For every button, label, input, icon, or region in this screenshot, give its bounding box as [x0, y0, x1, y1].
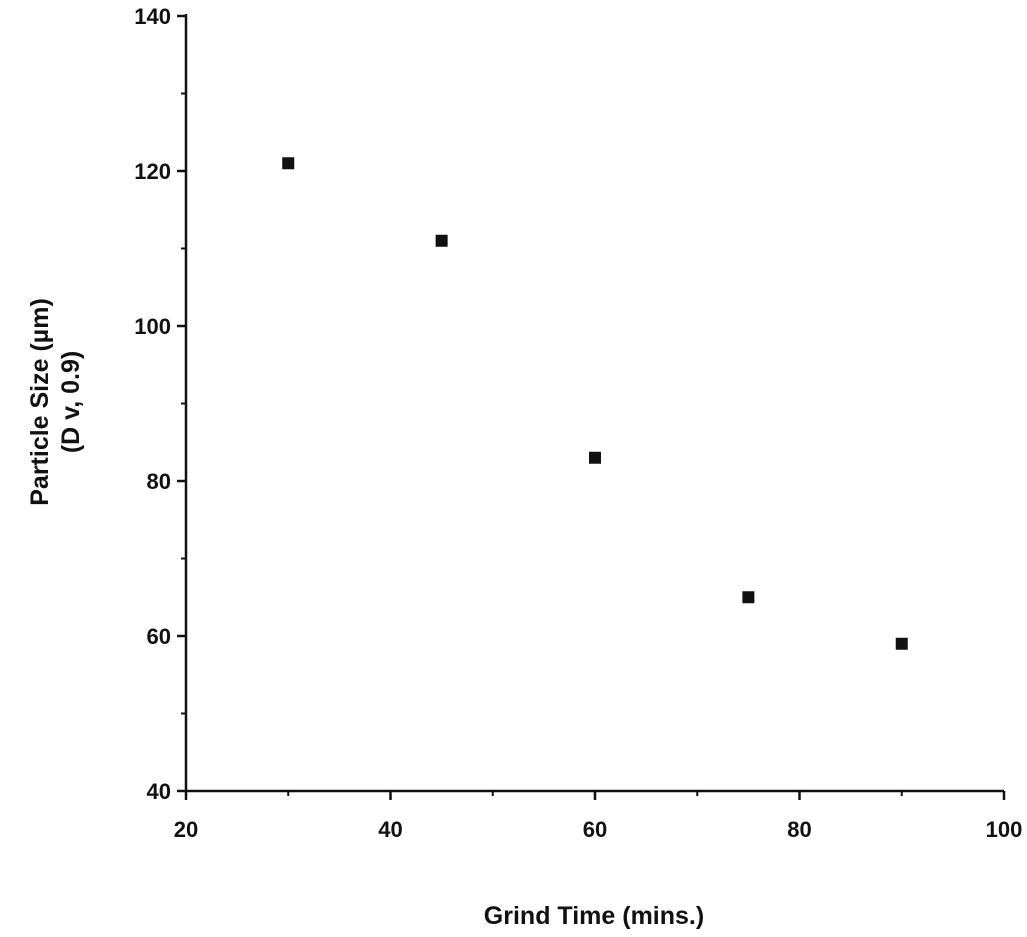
- data-point-0-4: [895, 637, 908, 650]
- data-points: [282, 157, 908, 650]
- y-axis-title-line-1: Particle Size (µm): [26, 298, 54, 506]
- y-axis-title-line-2: (D v, 0.9): [57, 351, 85, 453]
- data-point-0-2: [589, 451, 601, 464]
- y-tick-label-80: 80: [147, 469, 171, 494]
- y-tick-label-100: 100: [134, 314, 171, 339]
- axis-ticks: [177, 14, 1006, 800]
- x-tick-label-60: 60: [583, 817, 607, 842]
- chart-axes: [184, 14, 1004, 793]
- y-tick-label-60: 60: [147, 624, 171, 649]
- x-tick-label-20: 20: [174, 817, 198, 842]
- y-tick-label-40: 40: [147, 779, 171, 804]
- x-tick-label-80: 80: [787, 817, 811, 842]
- x-axis-title: Grind Time (mins.): [484, 902, 704, 930]
- y-tick-label-140: 140: [134, 4, 171, 29]
- data-point-0-0: [282, 157, 295, 170]
- x-tick-label-40: 40: [378, 817, 402, 842]
- data-point-0-1: [435, 234, 448, 247]
- y-tick-label-120: 120: [134, 159, 171, 184]
- data-point-0-3: [742, 591, 755, 604]
- y-axis-title: Particle Size (µm) (D v, 0.9): [26, 298, 85, 506]
- x-tick-label-100: 100: [986, 817, 1023, 842]
